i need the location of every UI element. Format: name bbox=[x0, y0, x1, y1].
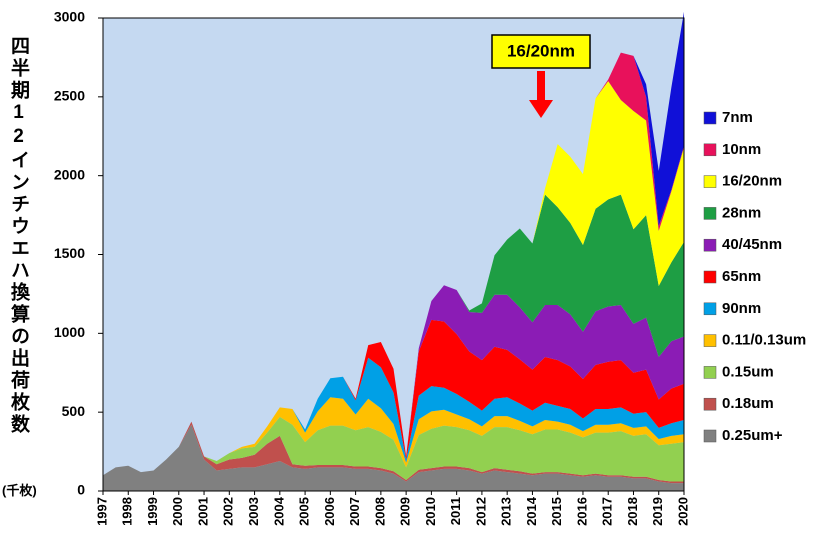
y-tick-label: 2500 bbox=[54, 88, 85, 104]
x-tick-label: 2015 bbox=[549, 497, 564, 526]
y-axis-label: 四半期12インチウエハ換算の出荷枚数 bbox=[8, 36, 29, 436]
x-tick-label: 2016 bbox=[574, 497, 589, 526]
y-tick-label: 500 bbox=[62, 403, 86, 419]
legend-swatch bbox=[703, 207, 717, 220]
x-tick-label: 1999 bbox=[145, 497, 160, 526]
legend-swatch bbox=[703, 175, 717, 188]
legend-swatch bbox=[703, 270, 717, 284]
x-tick-label: 2012 bbox=[473, 497, 488, 526]
x-tick-label: 1997 bbox=[94, 497, 109, 526]
x-tick-label: 2010 bbox=[423, 497, 438, 526]
legend-swatch bbox=[703, 366, 717, 379]
x-tick-label: 2020 bbox=[675, 497, 690, 526]
legend-swatch bbox=[703, 238, 717, 252]
annotation-text: 16/20nm bbox=[507, 41, 575, 60]
legend-label: 16/20nm bbox=[722, 173, 782, 190]
y-axis-unit: (千枚) bbox=[2, 483, 37, 498]
x-tick-label: 1998 bbox=[120, 497, 135, 526]
x-tick-label: 2014 bbox=[524, 496, 539, 526]
area bbox=[103, 81, 684, 476]
legend-label: 7nm bbox=[722, 109, 753, 126]
legend-label: 0.15um bbox=[722, 363, 774, 380]
legend-label: 90nm bbox=[722, 300, 761, 317]
y-tick-label: 0 bbox=[77, 482, 85, 498]
legend-label: 28nm bbox=[722, 204, 761, 221]
legend-label: 65nm bbox=[722, 268, 761, 285]
x-tick-label: 2005 bbox=[297, 497, 312, 526]
legend-swatch bbox=[703, 334, 717, 347]
legend-label: 10nm bbox=[722, 141, 761, 158]
y-tick-label: 3000 bbox=[54, 9, 85, 25]
legend-swatch bbox=[703, 143, 717, 157]
area bbox=[103, 397, 684, 476]
annotation-box bbox=[491, 34, 591, 69]
x-tick-label: 2002 bbox=[221, 497, 236, 526]
area bbox=[103, 285, 684, 476]
legend-swatch bbox=[703, 111, 717, 125]
x-tick-label: 2009 bbox=[398, 497, 413, 526]
legend-label: 0.11/0.13um bbox=[722, 332, 806, 349]
area bbox=[103, 194, 684, 476]
x-tick-label: 2011 bbox=[448, 497, 463, 525]
legend-swatch bbox=[703, 302, 717, 316]
annotation-arrow-head bbox=[529, 100, 553, 118]
x-tick-label: 2007 bbox=[347, 497, 362, 526]
y-tick-label: 1000 bbox=[54, 324, 85, 340]
legend-label: 0.25um+ bbox=[722, 427, 783, 444]
x-tick-label: 2003 bbox=[246, 497, 261, 526]
x-tick-label: 2018 bbox=[625, 497, 640, 526]
legend-label: 40/45nm bbox=[722, 236, 782, 253]
x-tick-label: 2019 bbox=[650, 497, 665, 526]
area bbox=[103, 319, 684, 476]
area bbox=[103, 421, 684, 484]
y-tick-label: 2000 bbox=[54, 166, 85, 182]
legend-label: 0.18um bbox=[722, 395, 774, 412]
area bbox=[103, 416, 684, 482]
annotation-arrow-shaft bbox=[537, 71, 545, 101]
x-tick-label: 2006 bbox=[322, 497, 337, 526]
area bbox=[103, 357, 684, 476]
area bbox=[103, 52, 684, 476]
x-tick-label: 2000 bbox=[170, 497, 185, 526]
legend-swatch bbox=[703, 429, 717, 443]
x-tick-label: 2008 bbox=[372, 497, 387, 526]
y-tick-label: 1500 bbox=[54, 245, 85, 261]
x-tick-label: 2013 bbox=[499, 497, 514, 526]
legend-swatch bbox=[703, 397, 717, 411]
x-tick-label: 2001 bbox=[195, 497, 210, 526]
x-tick-label: 2017 bbox=[600, 497, 615, 526]
x-tick-label: 2004 bbox=[271, 496, 286, 526]
